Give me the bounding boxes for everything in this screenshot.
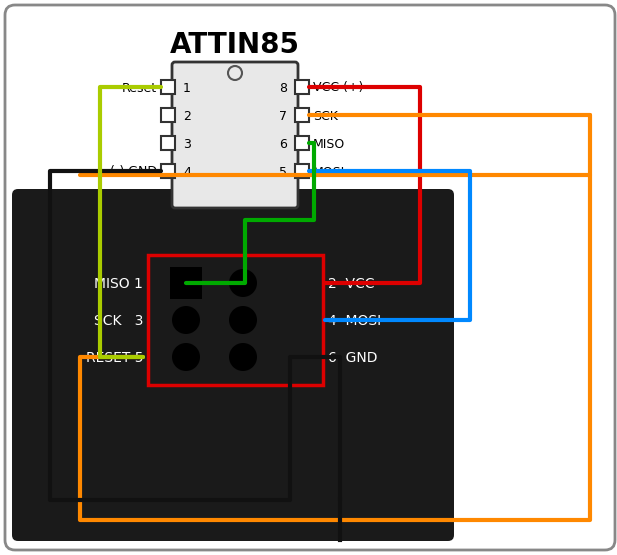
Text: ATTIN85: ATTIN85 (170, 31, 300, 59)
Bar (161, 108, 175, 122)
Text: MISO: MISO (313, 138, 346, 150)
Text: (-) GND: (-) GND (110, 165, 157, 179)
Bar (295, 80, 309, 94)
Bar (161, 164, 175, 178)
FancyBboxPatch shape (12, 189, 454, 541)
Text: MISO 1: MISO 1 (94, 277, 143, 291)
Bar (295, 108, 309, 122)
Circle shape (229, 269, 257, 297)
Circle shape (172, 306, 200, 334)
Text: 8: 8 (279, 82, 287, 94)
FancyBboxPatch shape (5, 5, 615, 550)
Text: 4: 4 (183, 165, 191, 179)
Circle shape (172, 343, 200, 371)
Text: RESET 5: RESET 5 (86, 351, 143, 365)
Text: 7: 7 (279, 109, 287, 123)
Circle shape (229, 343, 257, 371)
Text: 4  MOSI: 4 MOSI (328, 314, 381, 328)
Circle shape (228, 66, 242, 80)
Bar (161, 80, 175, 94)
Text: SCK: SCK (313, 109, 338, 123)
Circle shape (229, 306, 257, 334)
Bar (295, 164, 309, 178)
Text: 5: 5 (279, 165, 287, 179)
Text: 2  VCC: 2 VCC (328, 277, 375, 291)
Text: MOSI: MOSI (313, 165, 346, 179)
Text: SCK   3: SCK 3 (94, 314, 143, 328)
Text: 3: 3 (183, 138, 191, 150)
Bar (170, 267, 202, 299)
Text: 6: 6 (279, 138, 287, 150)
Bar (161, 136, 175, 150)
Text: Reset: Reset (122, 82, 157, 94)
Bar (148, 255, 323, 385)
Text: 6  GND: 6 GND (328, 351, 378, 365)
Text: 1: 1 (183, 82, 191, 94)
Bar (295, 136, 309, 150)
FancyBboxPatch shape (172, 62, 298, 208)
Text: 2: 2 (183, 109, 191, 123)
Text: VCC (+): VCC (+) (313, 82, 363, 94)
